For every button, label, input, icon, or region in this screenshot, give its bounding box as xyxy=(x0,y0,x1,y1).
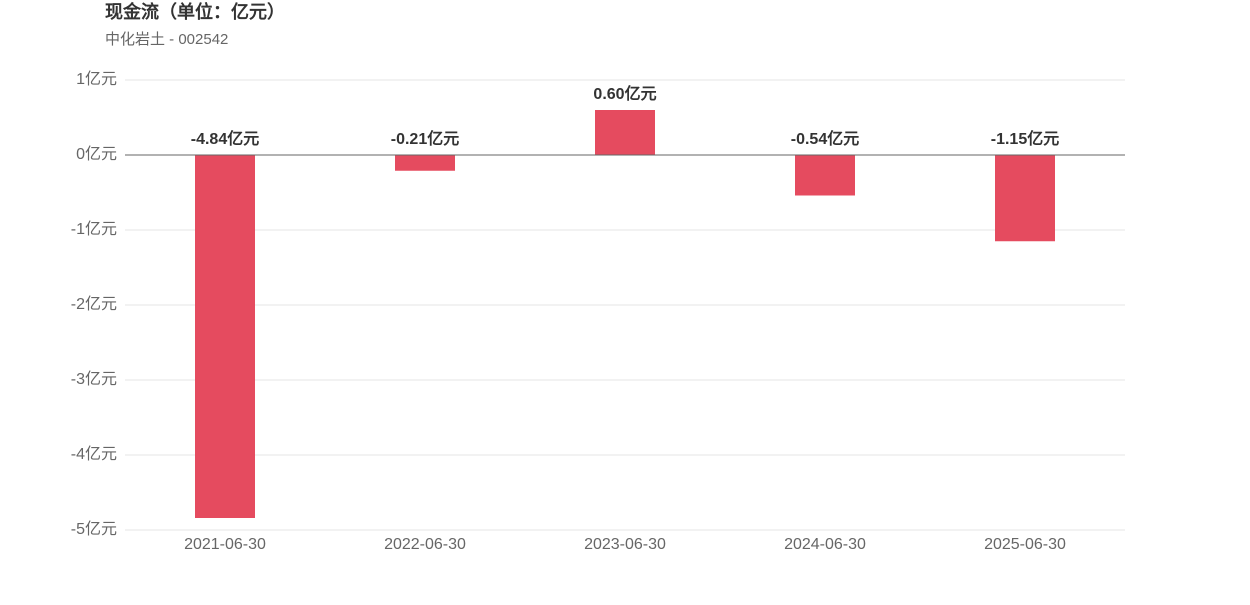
bar xyxy=(995,155,1055,242)
y-tick-label: -3亿元 xyxy=(71,370,117,388)
chart-title: 现金流（单位：亿元） xyxy=(105,1,285,22)
chart-subtitle: 中化岩土 - 002542 xyxy=(105,31,228,48)
value-label: -0.21亿元 xyxy=(391,129,459,148)
value-label: -1.15亿元 xyxy=(991,129,1059,148)
bar xyxy=(195,155,255,518)
y-tick-label: -4亿元 xyxy=(71,445,117,463)
bar xyxy=(395,155,455,171)
bar xyxy=(595,110,655,155)
value-label: -4.84亿元 xyxy=(191,129,259,148)
value-label: -0.54亿元 xyxy=(791,129,859,148)
x-tick-label: 2022-06-30 xyxy=(384,536,466,553)
bar xyxy=(795,155,855,196)
x-tick-label: 2024-06-30 xyxy=(784,536,866,553)
x-tick-label: 2021-06-30 xyxy=(184,536,266,553)
value-label: 0.60亿元 xyxy=(593,84,656,103)
y-tick-label: 0亿元 xyxy=(76,145,117,163)
y-tick-label: -5亿元 xyxy=(71,520,117,538)
y-tick-label: -1亿元 xyxy=(71,220,117,238)
y-tick-label: 1亿元 xyxy=(76,70,117,88)
x-tick-label: 2025-06-30 xyxy=(984,536,1066,553)
x-tick-label: 2023-06-30 xyxy=(584,536,666,553)
y-tick-label: -2亿元 xyxy=(71,295,117,313)
